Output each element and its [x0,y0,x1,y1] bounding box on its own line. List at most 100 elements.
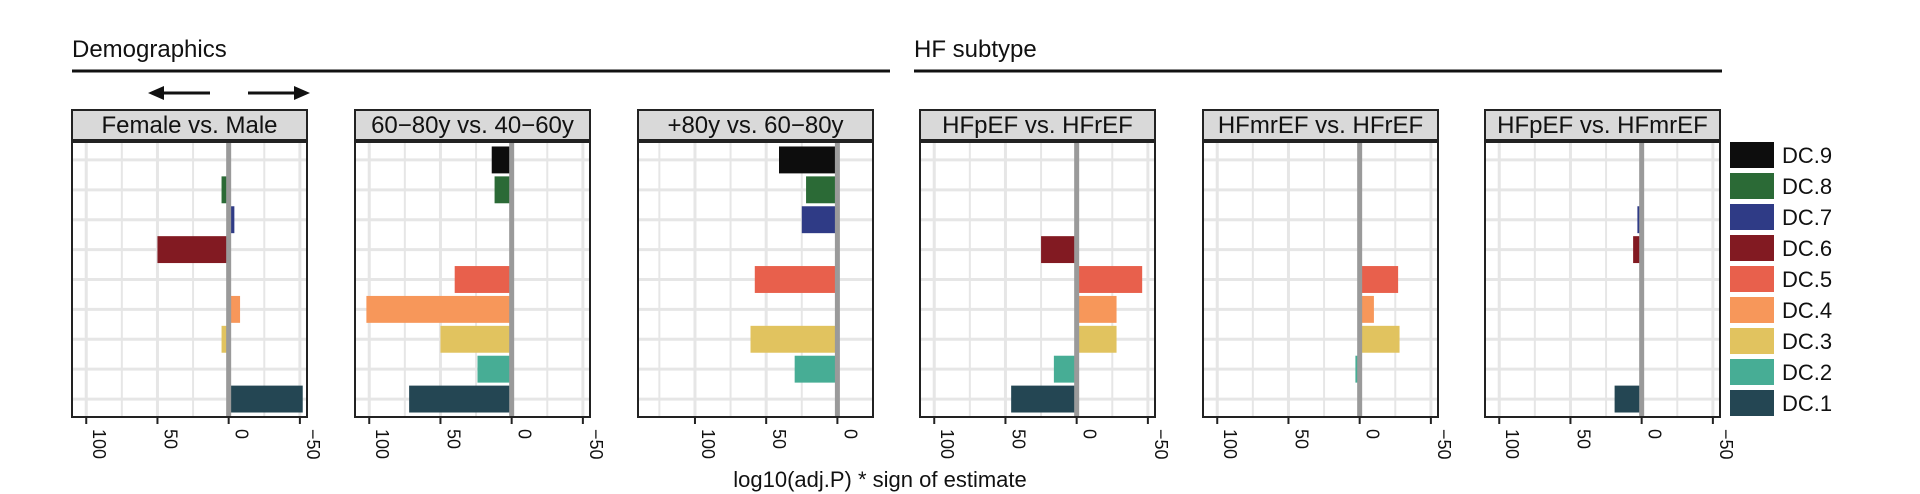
right-arrow-icon [248,86,310,100]
bar-dc-5 [754,266,838,293]
x-tick-label: 0 [515,429,535,439]
bar-dc-1 [1614,385,1642,413]
panel-border [1484,141,1721,418]
legend-label: DC.8 [1782,174,1832,199]
legend-item: DC.4 [1730,297,1832,323]
bar-dc-7 [228,206,235,234]
panel-title: HFmrEF vs. HFrEF [1218,112,1423,139]
panel-border [354,141,591,418]
bar-dc-6 [157,236,229,264]
legend-item: DC.3 [1730,328,1832,354]
x-tick-label: 0 [232,429,252,439]
x-tick-label: 50 [160,429,180,449]
bar-dc-4 [1359,295,1374,323]
legend-label: DC.1 [1782,391,1832,416]
bar-dc-4 [1076,295,1117,323]
bar-dc-3 [440,325,512,353]
legend-label: DC.9 [1782,143,1832,168]
x-tick-label: −50 [586,429,606,460]
x-tick-label: 0 [1080,429,1100,439]
x-tick-label: 100 [89,429,109,459]
legend-swatch [1730,328,1774,354]
x-tick-label: 100 [1502,429,1522,459]
legend-label: DC.3 [1782,329,1832,354]
bar-dc-4 [228,295,241,323]
panel-6: HFpEF vs. HFmrEF 100 50 0 −50 [1484,109,1736,460]
legend-swatch [1730,235,1774,261]
bar-dc-9 [491,146,512,174]
x-tick-label: 50 [1291,429,1311,449]
bar-dc-2 [477,355,512,383]
bar-dc-6 [1633,236,1642,264]
panel-border [919,141,1156,418]
bar-dc-8 [221,176,229,204]
bar-dc-3 [750,325,838,353]
panel-strip [1202,109,1439,141]
panel-title: 60−80y vs. 40−60y [371,112,574,139]
panel-2: 60−80y vs. 40−60y 100 50 0 −50 [354,109,606,460]
bar-dc-8 [494,176,512,204]
panel-4: HFpEF vs. HFrEF 100 50 0 −50 [919,109,1171,460]
x-tick-label: 0 [1363,429,1383,439]
x-axis-title: log10(adj.P) * sign of estimate [733,467,1027,492]
legend-label: DC.2 [1782,360,1832,385]
legend-item: DC.6 [1730,235,1832,261]
panel-title: Female vs. Male [101,112,277,139]
bar-dc-2 [1053,355,1077,383]
legend-swatch [1730,266,1774,292]
legend-label: DC.6 [1782,236,1832,261]
bar-dc-5 [1076,266,1143,293]
x-tick-label: 100 [372,429,392,459]
legend-label: DC.4 [1782,298,1832,323]
panel-title: +80y vs. 60−80y [667,112,843,139]
x-tick-label: 50 [769,429,789,449]
x-tick-label: −50 [1151,429,1171,460]
bar-dc-7 [801,206,838,234]
legend-swatch [1730,204,1774,230]
panel-3: +80y vs. 60−80y 100 50 0 [637,109,874,459]
bar-dc-1 [409,385,512,413]
legend-item: DC.7 [1730,204,1832,230]
panel-strip [354,109,591,141]
legend-label: DC.5 [1782,267,1832,292]
bar-dc-3 [1076,325,1117,353]
left-arrow-icon [148,86,210,100]
legend-item: DC.9 [1730,142,1832,168]
bar-dc-3 [221,325,229,353]
x-tick-label: 50 [1008,429,1028,449]
bar-dc-8 [806,176,838,204]
panel-5: HFmrEF vs. HFrEF 100 50 0 −50 [1202,109,1454,460]
legend-item: DC.8 [1730,173,1832,199]
bar-dc-3 [1359,325,1400,353]
panel-border [1202,141,1439,418]
group-title-demographics: Demographics [72,36,227,63]
x-tick-label: −50 [303,429,323,460]
legend-label: DC.7 [1782,205,1832,230]
legend-swatch [1730,359,1774,385]
panel-strip [919,109,1156,141]
x-tick-label: 50 [1573,429,1593,449]
legend-swatch [1730,390,1774,416]
x-tick-label: 0 [840,429,860,439]
x-tick-label: 100 [1220,429,1240,459]
legend-item: DC.1 [1730,390,1832,416]
bar-dc-9 [779,146,838,174]
x-tick-label: 0 [1645,429,1665,439]
legend: DC.9 DC.8 DC.7 DC.6 DC.5 DC.4 DC.3 DC.2 DC.1 [1730,142,1832,416]
x-tick-label: −50 [1434,429,1454,460]
bar-dc-2 [794,355,838,383]
panel-1: Female vs. Male 100 50 0 −50 [71,109,323,460]
bar-dc-6 [1041,236,1077,264]
panels: Female vs. Male 100 50 0 −50 60−80y vs. 40−60… [71,109,1736,460]
panel-strip [71,109,308,141]
x-tick-label: 100 [698,429,718,459]
legend-item: DC.5 [1730,266,1832,292]
bar-dc-1 [228,385,303,413]
x-tick-label: 100 [937,429,957,459]
group-title-hf-subtype: HF subtype [914,36,1037,63]
x-tick-label: −50 [1716,429,1736,460]
panel-title: HFpEF vs. HFrEF [942,112,1133,139]
bar-dc-5 [454,266,512,293]
panel-title: HFpEF vs. HFmrEF [1497,112,1708,139]
